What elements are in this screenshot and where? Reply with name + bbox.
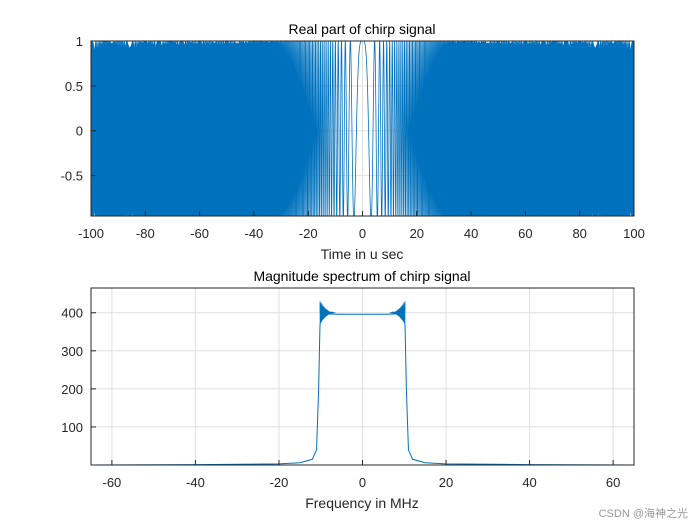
chart0-xtick-label: 100 (623, 226, 645, 241)
chart0-ytick-label: 0 (76, 124, 83, 139)
chart1-xtick-label: -40 (186, 475, 205, 490)
chart-bottom-title: Magnitude spectrum of chirp signal (253, 268, 470, 284)
chart-bottom-xlabel: Frequency in MHz (305, 495, 419, 511)
chart-bottom-series-spectrum (90, 301, 635, 466)
chart-top-x-ticks: -100 -80 -60 -40 -20 0 20 40 60 80 100 (78, 211, 645, 241)
chart1-ytick-label: 300 (61, 344, 83, 359)
watermark: CSDN @海神之光 (598, 508, 688, 520)
chart0-xtick-label: 0 (359, 226, 366, 241)
chart0-xtick-label: 80 (572, 226, 586, 241)
chart-bottom-x-ticks: -60 -40 -20 0 20 40 60 (102, 460, 620, 490)
chart-bottom: -60 -40 -20 0 20 40 60 400 300 200 100 Magnitude … (61, 268, 635, 511)
chart0-ytick-label: 0.5 (65, 79, 83, 94)
chart0-xtick-label: 40 (464, 226, 478, 241)
chart1-xtick-label: 40 (522, 475, 536, 490)
chart-top-y-ticks: 1 0.5 0 -0.5 (61, 34, 96, 184)
spectrum-line (90, 309, 635, 466)
chart1-xtick-label: 60 (606, 475, 620, 490)
spectrum-ripple-right (389, 301, 406, 324)
chart1-xtick-label: 20 (439, 475, 453, 490)
chart0-xtick-label: -80 (136, 226, 155, 241)
chart-bottom-y-ticks: 400 300 200 100 (61, 306, 96, 435)
chart1-ytick-label: 100 (61, 420, 83, 435)
chart0-xtick-label: -40 (245, 226, 264, 241)
chart0-xtick-label: -100 (78, 226, 104, 241)
chart-bottom-grid (91, 288, 634, 465)
chart-top: -100 -80 -60 -40 -20 0 20 40 60 80 100 1 0.5 0 -0.5 R… (61, 21, 645, 262)
chart0-ytick-label: 1 (76, 34, 83, 49)
chart1-xtick-label: -60 (102, 475, 121, 490)
chart0-xtick-label: -20 (299, 226, 318, 241)
chart-top-title: Real part of chirp signal (288, 21, 435, 37)
chart1-ytick-label: 400 (61, 306, 83, 321)
chart0-xtick-label: 60 (518, 226, 532, 241)
chart0-xtick-label: 20 (410, 226, 424, 241)
spectrum-ripple-left (319, 301, 336, 324)
chart0-ytick-label: -0.5 (61, 169, 83, 184)
chart1-xtick-label: -20 (270, 475, 289, 490)
chart0-xtick-label: -60 (190, 226, 209, 241)
chart1-xtick-label: 0 (359, 475, 366, 490)
chart-top-xlabel: Time in u sec (321, 246, 404, 262)
chart1-ytick-label: 200 (61, 382, 83, 397)
